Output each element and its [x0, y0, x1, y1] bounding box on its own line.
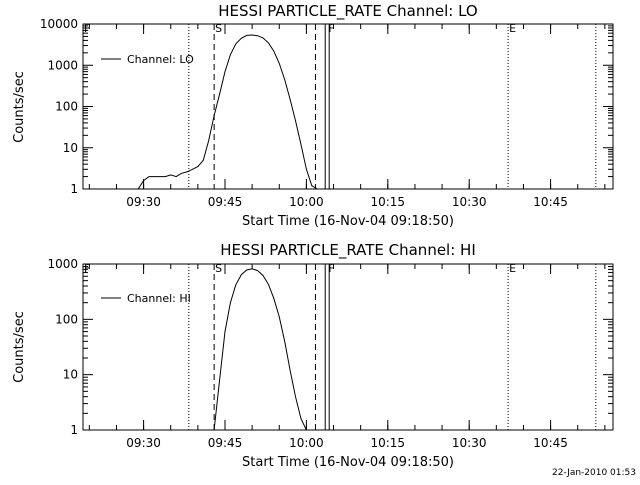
legend-lo: Channel: LO: [101, 53, 194, 66]
y-tick-label: 10000: [40, 17, 78, 31]
x-tick-label: 10:15: [370, 436, 405, 450]
y-tick-label: 100: [55, 312, 78, 326]
legend-hi: Channel: HI: [101, 292, 191, 305]
x-tick-label: 09:30: [126, 195, 161, 209]
x-axis-label-hi: Start Time (16-Nov-04 09:18:50): [242, 455, 454, 470]
x-tick-label: 10:00: [289, 436, 324, 450]
y-tick-label: 1000: [47, 58, 78, 72]
panel-hi: HESSI PARTICLE_RATE Channel: HI Counts/s…: [12, 241, 614, 470]
y-ticks-hi: 1 10 100 1000: [47, 257, 613, 437]
x-tick-label: 10:30: [452, 195, 487, 209]
x-tick-label: 10:15: [370, 195, 405, 209]
event-marker-label: E: [509, 22, 516, 35]
y-tick-label: 1: [70, 182, 78, 196]
x-tick-label: 10:45: [533, 195, 568, 209]
x-tick-label: 10:00: [289, 195, 324, 209]
x-tick-label: 10:45: [533, 436, 568, 450]
y-tick-label: 100: [55, 100, 78, 114]
series-line-hi: [213, 268, 307, 431]
panel-lo: HESSI PARTICLE_RATE Channel: LO Counts/s…: [12, 2, 614, 229]
x-tick-label: 09:45: [208, 436, 243, 450]
x-tick-label: 10:30: [452, 436, 487, 450]
series-line-lo: [137, 34, 318, 190]
event-marker-label: F: [328, 262, 334, 275]
event-marker-label: S: [215, 22, 222, 35]
x-axis-label-lo: Start Time (16-Nov-04 09:18:50): [242, 214, 454, 229]
y-tick-label: 10: [63, 141, 78, 155]
y-axis-label-lo: Counts/sec: [12, 71, 27, 143]
y-tick-label: 1000: [47, 257, 78, 271]
x-ticks-lo: 09:30 09:45 10:00 10:15 10:30 10:45: [88, 24, 606, 209]
event-marker-label: F: [84, 22, 90, 35]
x-tick-label: 09:45: [208, 195, 243, 209]
legend-label-hi: Channel: HI: [127, 292, 191, 305]
event-marker-label: E: [509, 262, 516, 275]
chart-title-lo: HESSI PARTICLE_RATE Channel: LO: [218, 2, 477, 21]
x-ticks-hi: 09:30 09:45 10:00 10:15 10:30 10:45: [88, 264, 606, 450]
plot-frame-lo: [82, 23, 614, 190]
y-axis-label-hi: Counts/sec: [12, 311, 27, 383]
event-marker-label: F: [328, 22, 334, 35]
y-tick-label: 1: [70, 423, 78, 437]
chart-title-hi: HESSI PARTICLE_RATE Channel: HI: [220, 241, 476, 260]
event-marker-label: F: [84, 262, 90, 275]
event-marker-label: S: [215, 262, 222, 275]
footer-timestamp: 22-Jan-2010 01:53: [552, 468, 636, 478]
y-tick-label: 10: [63, 368, 78, 382]
legend-label-lo: Channel: LO: [127, 53, 194, 66]
plot-frame-hi: [82, 263, 614, 431]
x-tick-label: 09:30: [126, 436, 161, 450]
y-ticks-lo: 1 10 100 1000 10000: [40, 17, 613, 196]
